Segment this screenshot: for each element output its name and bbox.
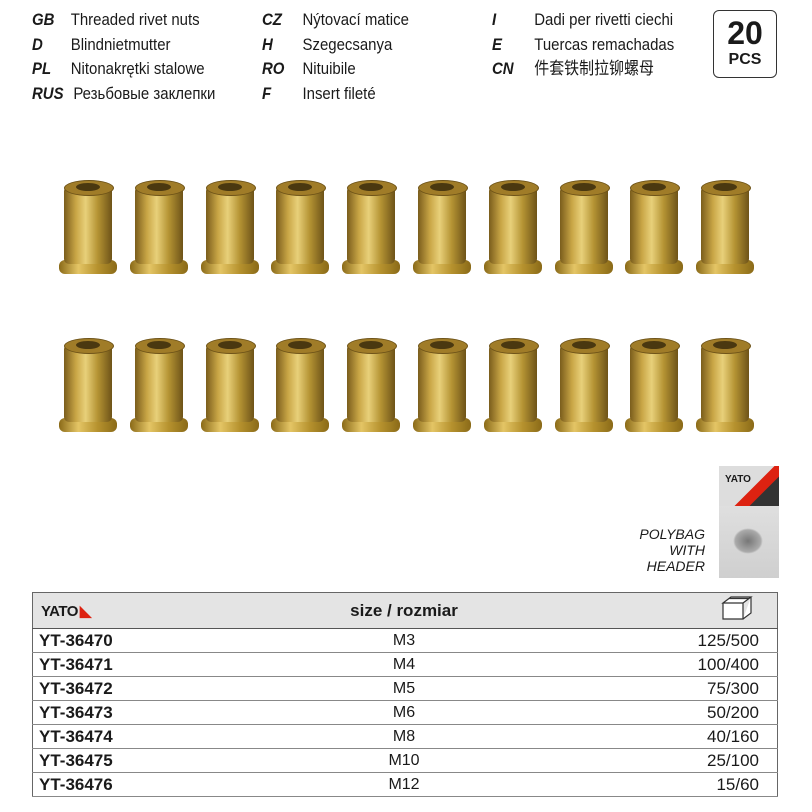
- lang-text: Nituibile: [302, 59, 356, 78]
- table-row: YT-36471 M4 100/400: [32, 652, 778, 677]
- lang-code: GB: [32, 10, 55, 29]
- packaging-line: WITH: [669, 542, 705, 558]
- rivet-nut: [271, 180, 330, 274]
- table-row: YT-36470 M3 125/500: [32, 628, 778, 653]
- yato-logo-icon: ◣: [79, 602, 92, 620]
- lang-code: RO: [262, 59, 285, 78]
- quantity-cell: 15/60: [559, 772, 778, 797]
- lang-code: H: [262, 34, 273, 54]
- quantity-cell: 75/300: [559, 676, 778, 701]
- brand-logo: YATO ◣: [32, 592, 249, 629]
- product-table: YATO ◣ size / rozmiar YT-36470 M3 125/500 YT…: [32, 592, 778, 797]
- product-code: YT-36476: [32, 772, 249, 797]
- lang-code: I: [492, 10, 497, 29]
- lang-text: Insert fileté: [302, 83, 376, 103]
- lang-text: Blindnietmutter: [70, 34, 171, 54]
- size-header: size / rozmiar: [249, 592, 559, 629]
- lang-text: Nitonakrętki stalowe: [70, 59, 205, 78]
- size-cell: M4: [249, 652, 559, 677]
- table-row: YT-36474 M8 40/160: [32, 724, 778, 749]
- product-code: YT-36470: [32, 628, 249, 653]
- lang-code: CN: [492, 59, 514, 78]
- size-cell: M12: [249, 772, 559, 797]
- rivet-nut: [413, 180, 471, 274]
- packaging-line: POLYBAG: [639, 526, 705, 542]
- lang-code: E: [492, 34, 502, 54]
- quantity-cell: 100/400: [559, 652, 778, 677]
- lang-code: D: [32, 34, 43, 54]
- language-column-3: I Dadi per rivetti ciechi E Tuercas remach…: [492, 8, 674, 82]
- rivet-nut: [342, 338, 401, 432]
- rivet-nut: [200, 338, 259, 432]
- product-code: YT-36473: [32, 700, 249, 725]
- table-row: YT-36473 M6 50/200: [32, 700, 778, 725]
- lang-text: Резьбовые заклепки: [73, 83, 216, 103]
- rivet-nut: [554, 180, 613, 274]
- lang-code: CZ: [262, 10, 282, 29]
- pcs-badge: 20 PCS: [713, 10, 777, 78]
- rivet-nut: [271, 338, 330, 432]
- rivet-nut: [696, 180, 755, 274]
- product-code: YT-36474: [32, 724, 249, 749]
- brand-text: YATO: [41, 602, 78, 620]
- pcs-count: 20: [727, 15, 763, 51]
- packaging-label: POLYBAG WITH HEADER: [620, 526, 705, 574]
- rivet-nut: [625, 338, 684, 432]
- size-cell: M3: [249, 628, 559, 653]
- product-code: YT-36472: [32, 676, 249, 701]
- lang-text: 件套铁制拉铆螺母: [534, 59, 654, 78]
- quantity-cell: 25/100: [559, 748, 778, 773]
- lang-text: Nýtovací matice: [302, 10, 409, 29]
- size-cell: M5: [249, 676, 559, 701]
- polybag-image: YATO: [719, 466, 779, 578]
- rivet-nut: [483, 180, 542, 274]
- rivet-nut: [554, 338, 613, 432]
- rivet-nut: [59, 338, 117, 432]
- language-column-1: GB Threaded rivet nuts D Blindnietmutter P…: [32, 8, 215, 106]
- size-cell: M8: [249, 724, 559, 749]
- lang-text: Dadi per rivetti ciechi: [534, 10, 674, 29]
- rivet-nut: [696, 338, 755, 432]
- rivet-nut: [129, 338, 188, 432]
- polybag-header: YATO: [719, 466, 779, 506]
- lang-text: Threaded rivet nuts: [70, 10, 200, 29]
- quantity-cell: 125/500: [559, 628, 778, 653]
- rivet-nut: [200, 180, 259, 274]
- pcs-unit: PCS: [728, 51, 762, 68]
- quantity-cell: 50/200: [559, 700, 778, 725]
- lang-code: RUS: [32, 83, 64, 103]
- lang-text: Tuercas remachadas: [534, 34, 675, 54]
- rivet-nut: [413, 338, 471, 432]
- rivet-nut: [59, 180, 117, 274]
- product-code: YT-36475: [32, 748, 249, 773]
- lang-code: F: [262, 83, 272, 103]
- rivet-nut: [625, 180, 684, 274]
- lang-text: Szegecsanya: [302, 34, 393, 54]
- size-cell: M10: [249, 748, 559, 773]
- rivet-nut: [129, 180, 188, 274]
- table-row: YT-36475 M10 25/100: [32, 748, 778, 773]
- packaging-line: HEADER: [646, 558, 705, 574]
- product-code: YT-36471: [32, 652, 249, 677]
- box-icon: [559, 592, 778, 629]
- table-row: YT-36472 M5 75/300: [32, 676, 778, 701]
- quantity-cell: 40/160: [559, 724, 778, 749]
- table-row: YT-36476 M12 15/60: [32, 772, 778, 797]
- rivet-nut: [483, 338, 542, 432]
- lang-code: PL: [32, 59, 52, 78]
- size-cell: M6: [249, 700, 559, 725]
- rivet-nut: [342, 180, 401, 274]
- polybag-contents: [733, 528, 763, 554]
